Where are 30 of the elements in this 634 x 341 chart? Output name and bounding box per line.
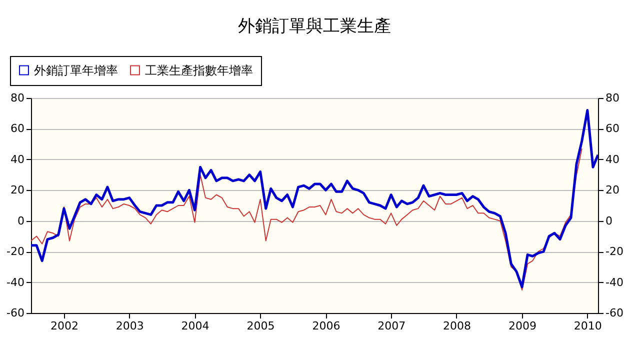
line-series bbox=[31, 109, 598, 288]
x-tick-label: 2009 bbox=[508, 320, 537, 332]
legend-label: 工業生產指數年增率 bbox=[145, 63, 253, 78]
y2-tick-label: -20 bbox=[606, 245, 624, 258]
y-tick-label: 80 bbox=[10, 92, 24, 104]
line-series bbox=[31, 148, 582, 290]
x-tick-label: 2008 bbox=[442, 320, 471, 332]
y-tick-label: -20 bbox=[6, 245, 24, 258]
y2-tick-label: -40 bbox=[606, 276, 624, 289]
y2-tick-label: 60 bbox=[606, 122, 620, 136]
x-tick-label: 2010 bbox=[574, 320, 602, 332]
x-tick-label: 2004 bbox=[181, 320, 210, 332]
x-tick-label: 2002 bbox=[50, 320, 78, 332]
x-tick-label: 2005 bbox=[246, 320, 275, 332]
x-tick-label: 2007 bbox=[378, 320, 406, 332]
y2-tick-label: 80 bbox=[606, 92, 620, 104]
y-tick-label: 20 bbox=[10, 184, 24, 197]
x-tick-label: 2003 bbox=[116, 320, 144, 332]
y2-tick-label: 40 bbox=[606, 152, 620, 166]
y2-tick-label: 20 bbox=[606, 184, 620, 197]
y-tick-label: 0 bbox=[18, 214, 24, 228]
y-tick-label: 40 bbox=[10, 152, 24, 166]
y-tick-label: -40 bbox=[6, 276, 24, 289]
y-tick-label: 60 bbox=[10, 122, 24, 136]
x-tick-label: 2006 bbox=[312, 320, 340, 332]
y2-tick-label: -60 bbox=[606, 306, 624, 320]
chart-title: 外銷訂單與工業生產 bbox=[238, 16, 391, 36]
y-tick-label: -60 bbox=[6, 306, 24, 320]
y2-tick-label: 0 bbox=[606, 214, 612, 228]
legend-label: 外銷訂單年增率 bbox=[34, 63, 118, 78]
